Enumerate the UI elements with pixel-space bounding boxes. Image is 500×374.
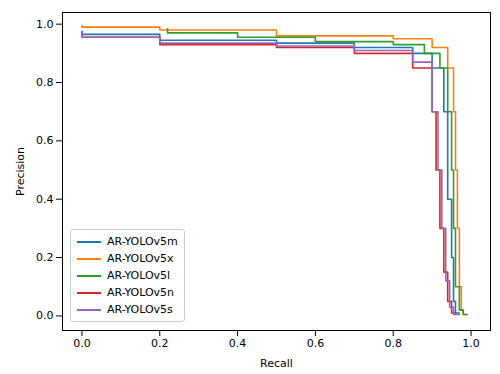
svg-text:Precision: Precision [14,147,27,196]
svg-text:0.8: 0.8 [384,337,402,350]
svg-text:0.4: 0.4 [229,337,247,350]
html-text:AR-YOLOv5x: AR-YOLOv5x [107,252,174,265]
svg-text:0.4: 0.4 [36,193,54,206]
svg-text:0.2: 0.2 [36,251,54,264]
html-text:AR-YOLOv5l: AR-YOLOv5l [107,269,171,282]
svg-text:0.6: 0.6 [307,337,325,350]
svg-text:0.0: 0.0 [73,337,91,350]
svg-text:0.6: 0.6 [36,134,54,147]
svg-text:1.0: 1.0 [462,337,480,350]
svg-text:0.0: 0.0 [36,309,54,322]
html-text:AR-YOLOv5m: AR-YOLOv5m [107,235,178,248]
svg-text:1.0: 1.0 [36,18,54,31]
html-text:AR-YOLOv5s: AR-YOLOv5s [107,303,173,316]
svg-text:0.2: 0.2 [151,337,169,350]
html-text:AR-YOLOv5n: AR-YOLOv5n [107,286,174,299]
svg-text:Recall: Recall [260,357,293,370]
svg-text:0.8: 0.8 [36,76,54,89]
